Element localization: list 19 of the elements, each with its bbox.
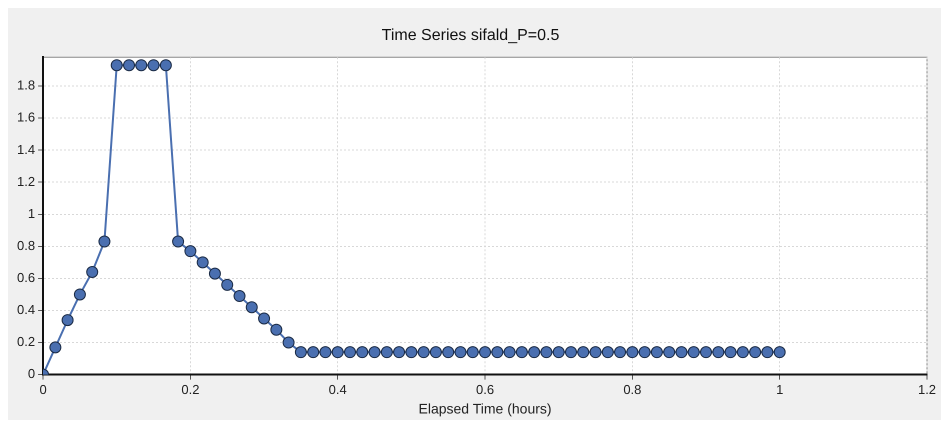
y-tick-label: 0.4 — [16, 302, 36, 318]
y-tick-label: 1.6 — [16, 110, 36, 125]
y-tick-label: 0 — [28, 366, 36, 382]
x-tick-label: 1.2 — [918, 382, 936, 397]
chart-title: Time Series sifald_P=0.5 — [382, 27, 560, 44]
y-tick-label: 0.8 — [16, 238, 36, 253]
x-tick-label: 0.2 — [181, 382, 200, 397]
y-tick-label: 0.2 — [16, 334, 36, 350]
x-tick-label: 0.8 — [623, 382, 642, 397]
y-tick-label: 1 — [28, 206, 36, 221]
x-tick-label: 0.6 — [476, 382, 494, 397]
y-tick-label: 1.4 — [16, 142, 36, 157]
y-tick-label: 0.6 — [16, 270, 36, 285]
x-tick-label: 0 — [39, 382, 47, 397]
x-axis-title: Elapsed Time (hours) — [418, 400, 552, 416]
x-tick-label: 0.4 — [328, 382, 347, 397]
y-tick-label: 1.2 — [16, 174, 36, 189]
y-tick-label: 1.8 — [16, 78, 36, 93]
x-tick-label: 1 — [776, 382, 784, 397]
